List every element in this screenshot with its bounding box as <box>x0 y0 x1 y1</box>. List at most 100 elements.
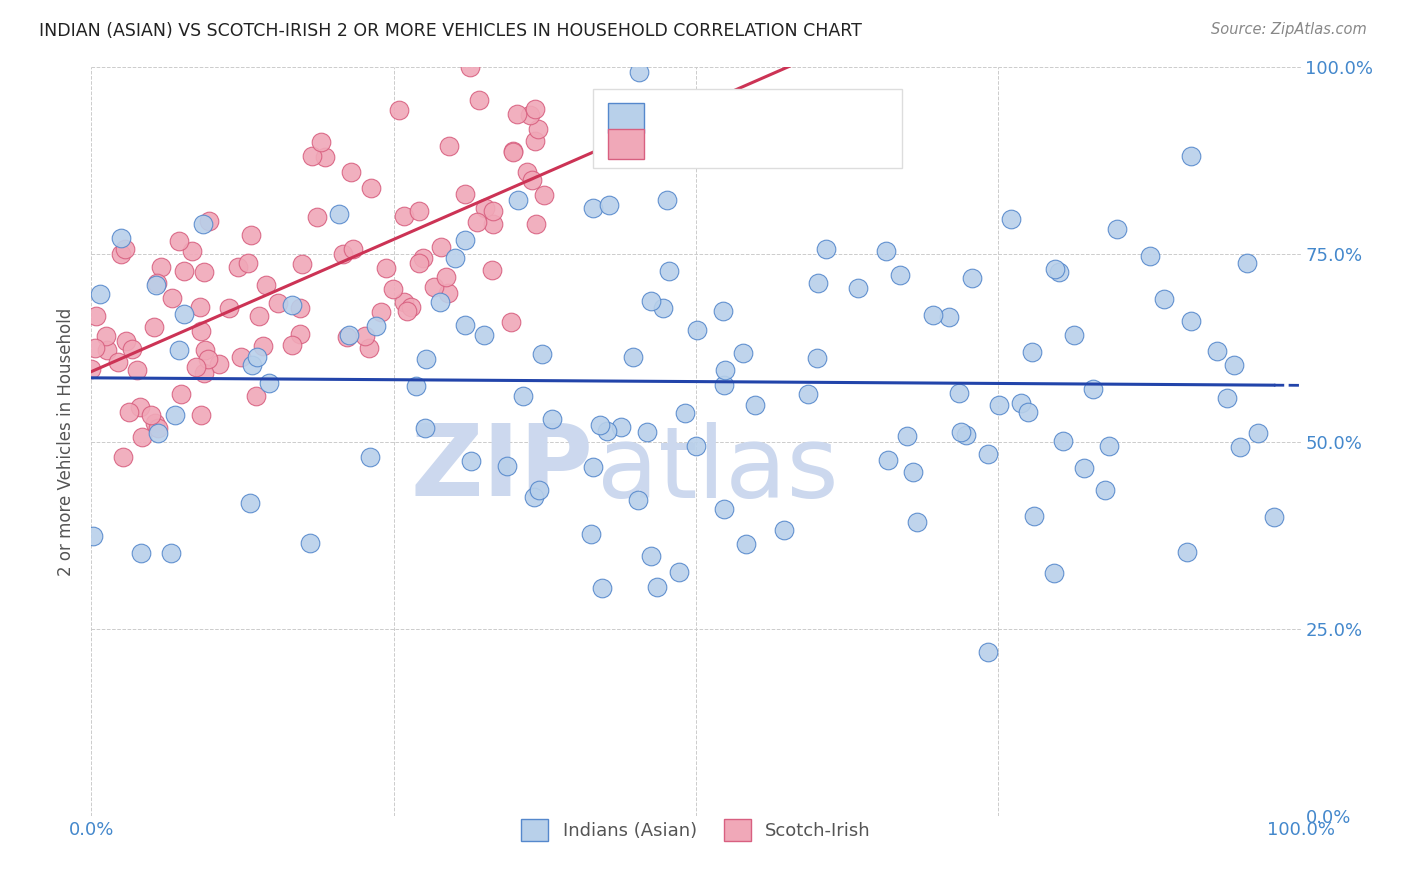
Point <box>114 242 136 256</box>
Point <box>645 580 668 594</box>
Point <box>1107 222 1129 236</box>
Point <box>627 493 650 508</box>
Point <box>651 301 673 315</box>
Point <box>1094 483 1116 497</box>
Point <box>744 399 766 413</box>
Point <box>499 315 522 329</box>
Point <box>354 329 377 343</box>
Point <box>305 211 328 225</box>
Point <box>328 207 350 221</box>
Point <box>339 165 361 179</box>
Point <box>905 515 928 529</box>
Point <box>125 363 148 377</box>
Text: atlas: atlas <box>596 422 838 518</box>
Point <box>184 359 207 374</box>
Point <box>523 490 546 504</box>
Point <box>848 281 870 295</box>
Point <box>408 204 430 219</box>
Point <box>399 300 422 314</box>
Point <box>1010 396 1032 410</box>
Point <box>582 460 605 475</box>
Point <box>82 529 104 543</box>
Point <box>591 581 613 595</box>
Point <box>80 361 103 376</box>
Point <box>173 263 195 277</box>
Point <box>359 341 381 355</box>
Point <box>193 367 215 381</box>
Point <box>1021 345 1043 359</box>
Point <box>408 256 430 270</box>
Point <box>482 203 505 218</box>
Point <box>955 427 977 442</box>
Point <box>516 164 538 178</box>
Point <box>889 268 911 282</box>
Point <box>668 565 690 579</box>
Point <box>714 362 737 376</box>
Point <box>598 198 620 212</box>
Point <box>922 308 945 322</box>
Point <box>111 450 134 464</box>
Point <box>987 398 1010 412</box>
Point <box>541 411 564 425</box>
Point <box>180 244 202 259</box>
Point <box>731 346 754 360</box>
Point <box>146 420 169 434</box>
Point <box>332 247 354 261</box>
Point <box>115 334 138 348</box>
Point <box>110 231 132 245</box>
Point <box>1263 509 1285 524</box>
Point <box>314 150 336 164</box>
Text: Source: ZipAtlas.com: Source: ZipAtlas.com <box>1211 22 1367 37</box>
Point <box>145 277 167 292</box>
Point <box>524 217 547 231</box>
Point <box>454 187 477 202</box>
Point <box>579 527 602 541</box>
Point <box>533 187 555 202</box>
Point <box>1000 212 1022 227</box>
Point <box>336 330 359 344</box>
Point <box>226 260 249 274</box>
Point <box>502 144 524 158</box>
Point <box>165 408 187 422</box>
Point <box>167 343 190 358</box>
Point <box>110 247 132 261</box>
Point <box>976 447 998 461</box>
Point <box>167 234 190 248</box>
Point <box>84 309 107 323</box>
FancyBboxPatch shape <box>593 89 901 168</box>
Point <box>148 425 170 440</box>
Text: INDIAN (ASIAN) VS SCOTCH-IRISH 2 OR MORE VEHICLES IN HOUSEHOLD CORRELATION CHART: INDIAN (ASIAN) VS SCOTCH-IRISH 2 OR MORE… <box>39 22 862 40</box>
Point <box>160 291 183 305</box>
Point <box>252 339 274 353</box>
Point <box>96 343 118 358</box>
Point <box>458 60 481 74</box>
Point <box>1017 405 1039 419</box>
Point <box>960 271 983 285</box>
Point <box>129 546 152 560</box>
Point <box>495 459 517 474</box>
Point <box>875 244 897 258</box>
Point <box>482 217 505 231</box>
Point <box>443 251 465 265</box>
Point <box>429 295 451 310</box>
Point <box>236 255 259 269</box>
Point <box>673 406 696 420</box>
Point <box>436 285 458 300</box>
Point <box>977 645 1000 659</box>
Point <box>259 376 281 390</box>
Point <box>806 277 828 291</box>
Point <box>1180 148 1202 162</box>
Point <box>1206 344 1229 359</box>
Point <box>364 319 387 334</box>
Point <box>797 387 820 401</box>
Point <box>524 102 547 116</box>
Point <box>530 347 553 361</box>
Point <box>520 173 543 187</box>
Point <box>191 217 214 231</box>
Point <box>640 549 662 563</box>
Point <box>512 389 534 403</box>
Point <box>194 343 217 358</box>
Point <box>94 329 117 343</box>
Point <box>735 537 758 551</box>
Point <box>150 260 173 274</box>
